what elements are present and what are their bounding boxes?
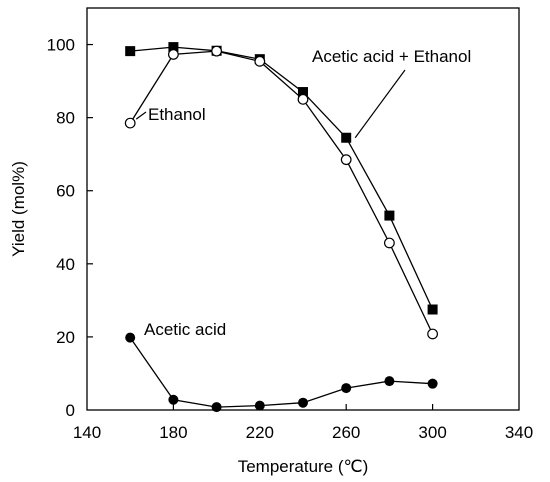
data-point-open-circle	[254, 55, 266, 67]
series-lines	[129, 46, 434, 408]
plot-frame	[86, 7, 520, 411]
y-tick-label: 20	[56, 328, 75, 347]
data-point-square	[341, 132, 352, 143]
data-point-square	[384, 210, 395, 221]
data-point-open-circle	[340, 154, 352, 166]
data-point-open-circle	[211, 45, 223, 57]
data-point-filled-circle	[211, 402, 222, 413]
x-axis-label: Temperature (℃)	[238, 457, 369, 476]
data-point-open-circle	[297, 93, 309, 105]
x-tick-label: 300	[418, 423, 446, 442]
x-tick-label: 260	[332, 423, 360, 442]
series-line-2	[129, 337, 433, 408]
leader-acetic-acid-ethanol	[354, 69, 406, 139]
series-line-0	[130, 46, 434, 310]
data-point-filled-circle	[298, 397, 308, 408]
y-tick-label: 0	[66, 401, 75, 420]
data-point-filled-circle	[254, 400, 265, 411]
x-tick-label: 220	[246, 423, 274, 442]
series-markers	[124, 42, 439, 413]
data-point-filled-circle	[427, 378, 438, 389]
data-point-filled-circle	[341, 383, 352, 394]
data-point-open-circle	[124, 117, 136, 129]
data-point-square	[125, 46, 136, 57]
y-tick-label: 80	[56, 109, 75, 128]
data-point-filled-circle	[384, 376, 395, 387]
data-point-square	[427, 304, 438, 315]
data-point-square	[168, 42, 179, 53]
y-tick-label: 100	[47, 36, 75, 55]
data-point-open-circle	[167, 49, 179, 60]
annotation-acetic-acid-ethanol: Acetic acid + Ethanol	[312, 47, 471, 66]
data-point-square	[298, 87, 308, 98]
data-point-open-circle	[427, 328, 439, 340]
leader-ethanol	[135, 111, 147, 120]
x-tick-label: 140	[73, 423, 101, 442]
annotation-ethanol: Ethanol	[148, 105, 206, 124]
data-point-open-circle	[384, 237, 395, 249]
data-point-filled-circle	[125, 332, 136, 343]
y-tick-label: 60	[56, 182, 75, 201]
annotation-acetic-acid: Acetic acid	[144, 320, 226, 339]
series-line-1	[129, 50, 434, 335]
x-tick-label: 340	[505, 423, 533, 442]
y-tick-label: 40	[56, 255, 75, 274]
x-tick-label: 180	[159, 423, 187, 442]
y-axis-label: Yield (mol%)	[9, 161, 28, 257]
data-point-filled-circle	[168, 394, 179, 405]
ticks: 140 180 220 260 300 340 0 20 40 60 80 100	[47, 36, 534, 442]
leader-lines	[135, 69, 406, 139]
